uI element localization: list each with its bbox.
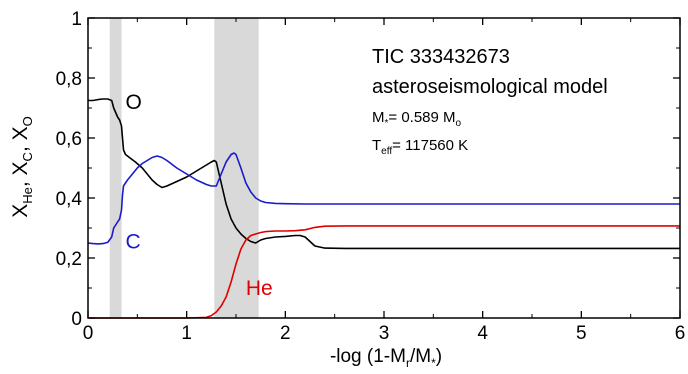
series-label-he: He — [246, 277, 273, 300]
x-tick-label-0: 0 — [83, 323, 94, 344]
x-tick-label-4: 4 — [477, 323, 488, 344]
shaded-region-1 — [109, 18, 122, 318]
x-axis-label: -log (1-Mr/M*) — [330, 346, 442, 370]
y-tick-label-4: 0,8 — [56, 69, 82, 90]
shaded-region-2 — [214, 18, 259, 318]
shaded-regions — [109, 18, 259, 318]
y-tick-label-5: 1 — [71, 9, 82, 30]
y-tick-label-0: 0 — [71, 309, 82, 330]
annotation-line2: asteroseismological model — [372, 76, 608, 98]
y-tick-label-1: 0,2 — [56, 249, 82, 270]
x-tick-label-6: 6 — [675, 323, 686, 344]
annotation-line1: TIC 333432673 — [372, 46, 510, 68]
y-tick-label-3: 0,6 — [56, 129, 82, 150]
x-tick-label-3: 3 — [379, 323, 390, 344]
series-label-o: O — [125, 91, 141, 114]
series-line-he — [88, 225, 680, 319]
x-tick-label-2: 2 — [280, 323, 291, 344]
x-axis-ticks: 0 1 2 3 4 5 6 — [83, 18, 686, 344]
x-tick-label-5: 5 — [576, 323, 587, 344]
series-line-o — [88, 98, 680, 250]
series-lines — [87, 98, 680, 319]
series-line-c — [87, 152, 680, 245]
x-tick-label-1: 1 — [181, 323, 192, 344]
series-labels: O C He — [125, 91, 272, 300]
y-axis-ticks: 0 0,2 0,4 0,6 0,8 1 — [56, 9, 680, 330]
annotation-teff: Teff= 117560 K — [372, 137, 468, 157]
annotation-mass: M*= 0.589 Mo — [372, 109, 462, 129]
series-label-c: C — [125, 231, 140, 254]
y-tick-label-2: 0,4 — [56, 189, 83, 210]
y-axis-label: XHe, XC, XO — [9, 116, 35, 218]
